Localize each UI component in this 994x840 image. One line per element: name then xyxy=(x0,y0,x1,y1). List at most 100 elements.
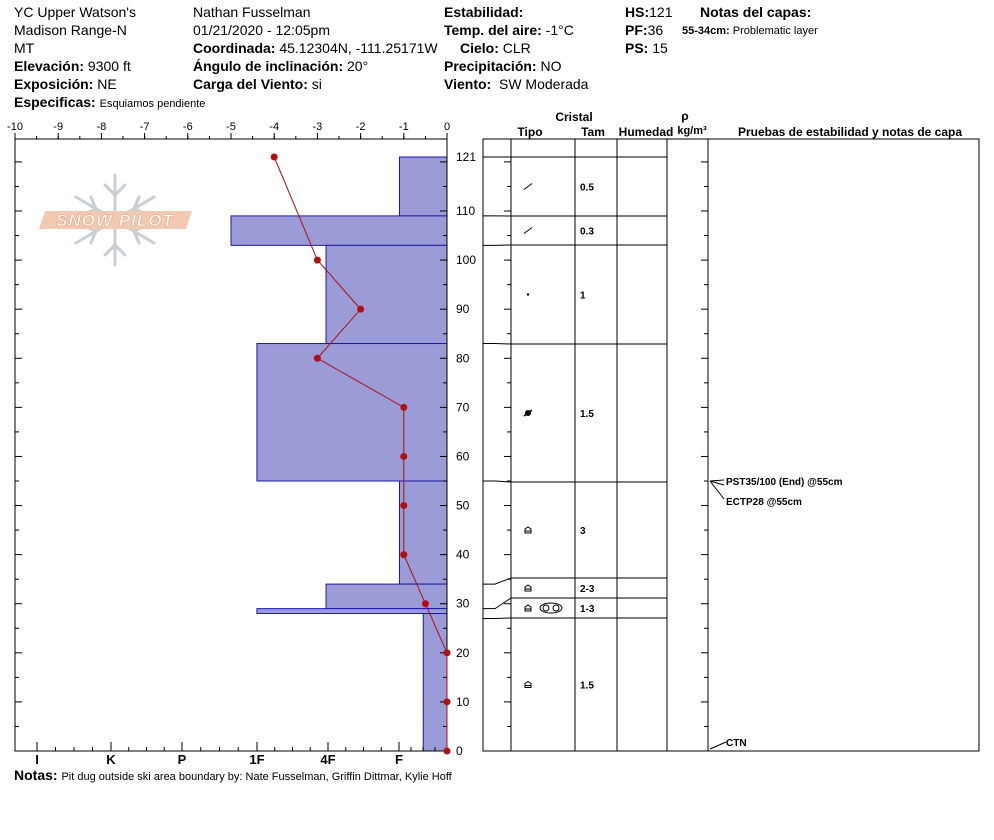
aspect-label: Exposición: xyxy=(14,76,94,92)
test-arrow-line xyxy=(709,480,725,500)
slope-label: Ángulo de inclinación: xyxy=(193,58,344,74)
layer-connector xyxy=(483,597,512,610)
air-temp-value: -1°C xyxy=(545,22,574,38)
coordinate-value: 45.12304N, -111.25171W xyxy=(279,40,438,56)
hardness-label: P xyxy=(178,752,187,767)
grain-dot xyxy=(526,293,530,296)
air-temp-label: Temp. del aire: xyxy=(444,22,542,38)
air-temp-row: Temp. del aire: -1°C xyxy=(444,21,574,39)
hoar-shape xyxy=(524,680,532,688)
table-frame xyxy=(482,138,980,752)
temp-tick-label: -8 xyxy=(97,121,107,133)
depth-label: 60 xyxy=(456,449,470,463)
observer-name: Nathan Fusselman xyxy=(193,4,311,20)
layer-size: 3 xyxy=(580,526,586,537)
specifics-row: Especificas: Esquiamos pendiente xyxy=(14,93,205,113)
layer-note: 55-34cm: Problematic layer xyxy=(682,22,818,40)
stability-test-label: PST35/100 (End) @55cm xyxy=(726,477,843,488)
pf-label: PF: xyxy=(625,22,648,38)
hs-row: HS:121 xyxy=(625,3,672,21)
hs-value: 121 xyxy=(649,4,673,20)
depth-label: 50 xyxy=(456,499,470,513)
fragment-stroke xyxy=(523,227,533,234)
depth-label: 10 xyxy=(456,695,470,709)
sky-row: Cielo: CLR xyxy=(458,39,531,57)
temp-tick-label: -10 xyxy=(7,121,23,133)
layer-size: 0.5 xyxy=(580,183,594,194)
hs-label: HS: xyxy=(625,4,650,20)
hardness-bar-2 xyxy=(325,244,448,345)
temperature-point xyxy=(443,649,451,657)
stability-row: Estabilidad: xyxy=(444,3,523,21)
precip-value: NO xyxy=(540,58,562,74)
temp-tick-label: -3 xyxy=(313,121,323,133)
temp-tick-label: -2 xyxy=(356,121,366,133)
hardness-bar-4 xyxy=(398,480,448,585)
depth-label: 90 xyxy=(456,302,470,316)
crystal-depth-hoar-icon xyxy=(524,526,532,534)
ps-label: PS: xyxy=(625,40,649,56)
crystal-depth-hoar-melt-icon xyxy=(524,602,563,614)
pf-value: 36 xyxy=(647,22,664,38)
layer-size: 1 xyxy=(580,291,586,302)
precip-label: Precipitación: xyxy=(444,58,537,74)
test-arrow-line xyxy=(709,741,727,750)
melt-ring xyxy=(539,602,563,614)
sky-value: CLR xyxy=(502,40,531,56)
hoar-shape xyxy=(524,584,532,592)
hoar-shape xyxy=(524,526,532,534)
depth-label: 70 xyxy=(456,400,470,414)
observation-datetime: 01/21/2020 - 12:05pm xyxy=(193,22,330,38)
crystal-depth-hoar-icon xyxy=(524,584,532,592)
temperature-point xyxy=(313,354,321,362)
slope-value: 20° xyxy=(347,58,369,74)
temperature-point xyxy=(400,452,408,460)
layer-size: 1-3 xyxy=(580,604,595,615)
hardness-bar-5 xyxy=(325,583,448,610)
temperature-point xyxy=(421,600,429,608)
header-size: Tam xyxy=(581,125,605,139)
aspect-row: Exposición: NE xyxy=(14,75,117,93)
depth-label: 80 xyxy=(456,351,470,365)
temp-tick-label: -7 xyxy=(140,121,150,133)
melt-ring-right xyxy=(552,604,560,612)
crystal-decomposing-fragments-icon xyxy=(523,227,533,234)
hardness-label: 4F xyxy=(320,752,335,767)
crystal-rounded-grains-icon xyxy=(526,293,530,296)
ps-value: 15 xyxy=(652,40,668,56)
hardness-bar-1 xyxy=(230,215,448,246)
wind-load-value: si xyxy=(311,76,322,92)
aspect-value: NE xyxy=(97,76,117,92)
hardness-bar-3 xyxy=(256,343,448,482)
wind-load-row: Carga del Viento: si xyxy=(193,75,322,93)
sky-label: Cielo: xyxy=(460,40,499,56)
elevation-label: Elevación: xyxy=(14,58,85,74)
header-density: ρ xyxy=(681,109,688,123)
hoar-shape xyxy=(524,604,532,612)
specifics-label: Especificas: xyxy=(14,94,96,110)
precip-row: Precipitación: NO xyxy=(444,57,561,75)
depth-label: 30 xyxy=(456,597,470,611)
crystal-depth-hoar-icon xyxy=(524,680,532,688)
temp-tick-label: -6 xyxy=(183,121,193,133)
temperature-point xyxy=(400,502,408,510)
hardness-bar-0 xyxy=(398,156,448,217)
layer-connector xyxy=(483,480,512,483)
layer-note-text: Problematic layer xyxy=(732,25,818,37)
wind-label: Viento: xyxy=(444,76,492,92)
wind-row: Viento: SW Moderada xyxy=(444,75,588,93)
layer-size: 1.5 xyxy=(580,409,594,420)
slope-row: Ángulo de inclinación: 20° xyxy=(193,57,368,75)
melt-stroke xyxy=(523,409,533,417)
hardness-temperature-chart: -10 -9 -8 -7 -6 -5 -4 -3 -2 -1 0010203040506070809… xyxy=(7,121,476,767)
temp-tick-label: -4 xyxy=(269,121,279,133)
temperature-point xyxy=(400,403,408,411)
layer-note-range: 55-34cm: xyxy=(682,25,730,37)
layer-size: 0.3 xyxy=(580,227,594,238)
depth-label: 20 xyxy=(456,646,470,660)
temperature-point xyxy=(400,551,408,559)
layer-size: 2-3 xyxy=(580,584,595,595)
temp-tick-label: -1 xyxy=(399,121,409,133)
location-name: YC Upper Watson's xyxy=(14,4,136,20)
